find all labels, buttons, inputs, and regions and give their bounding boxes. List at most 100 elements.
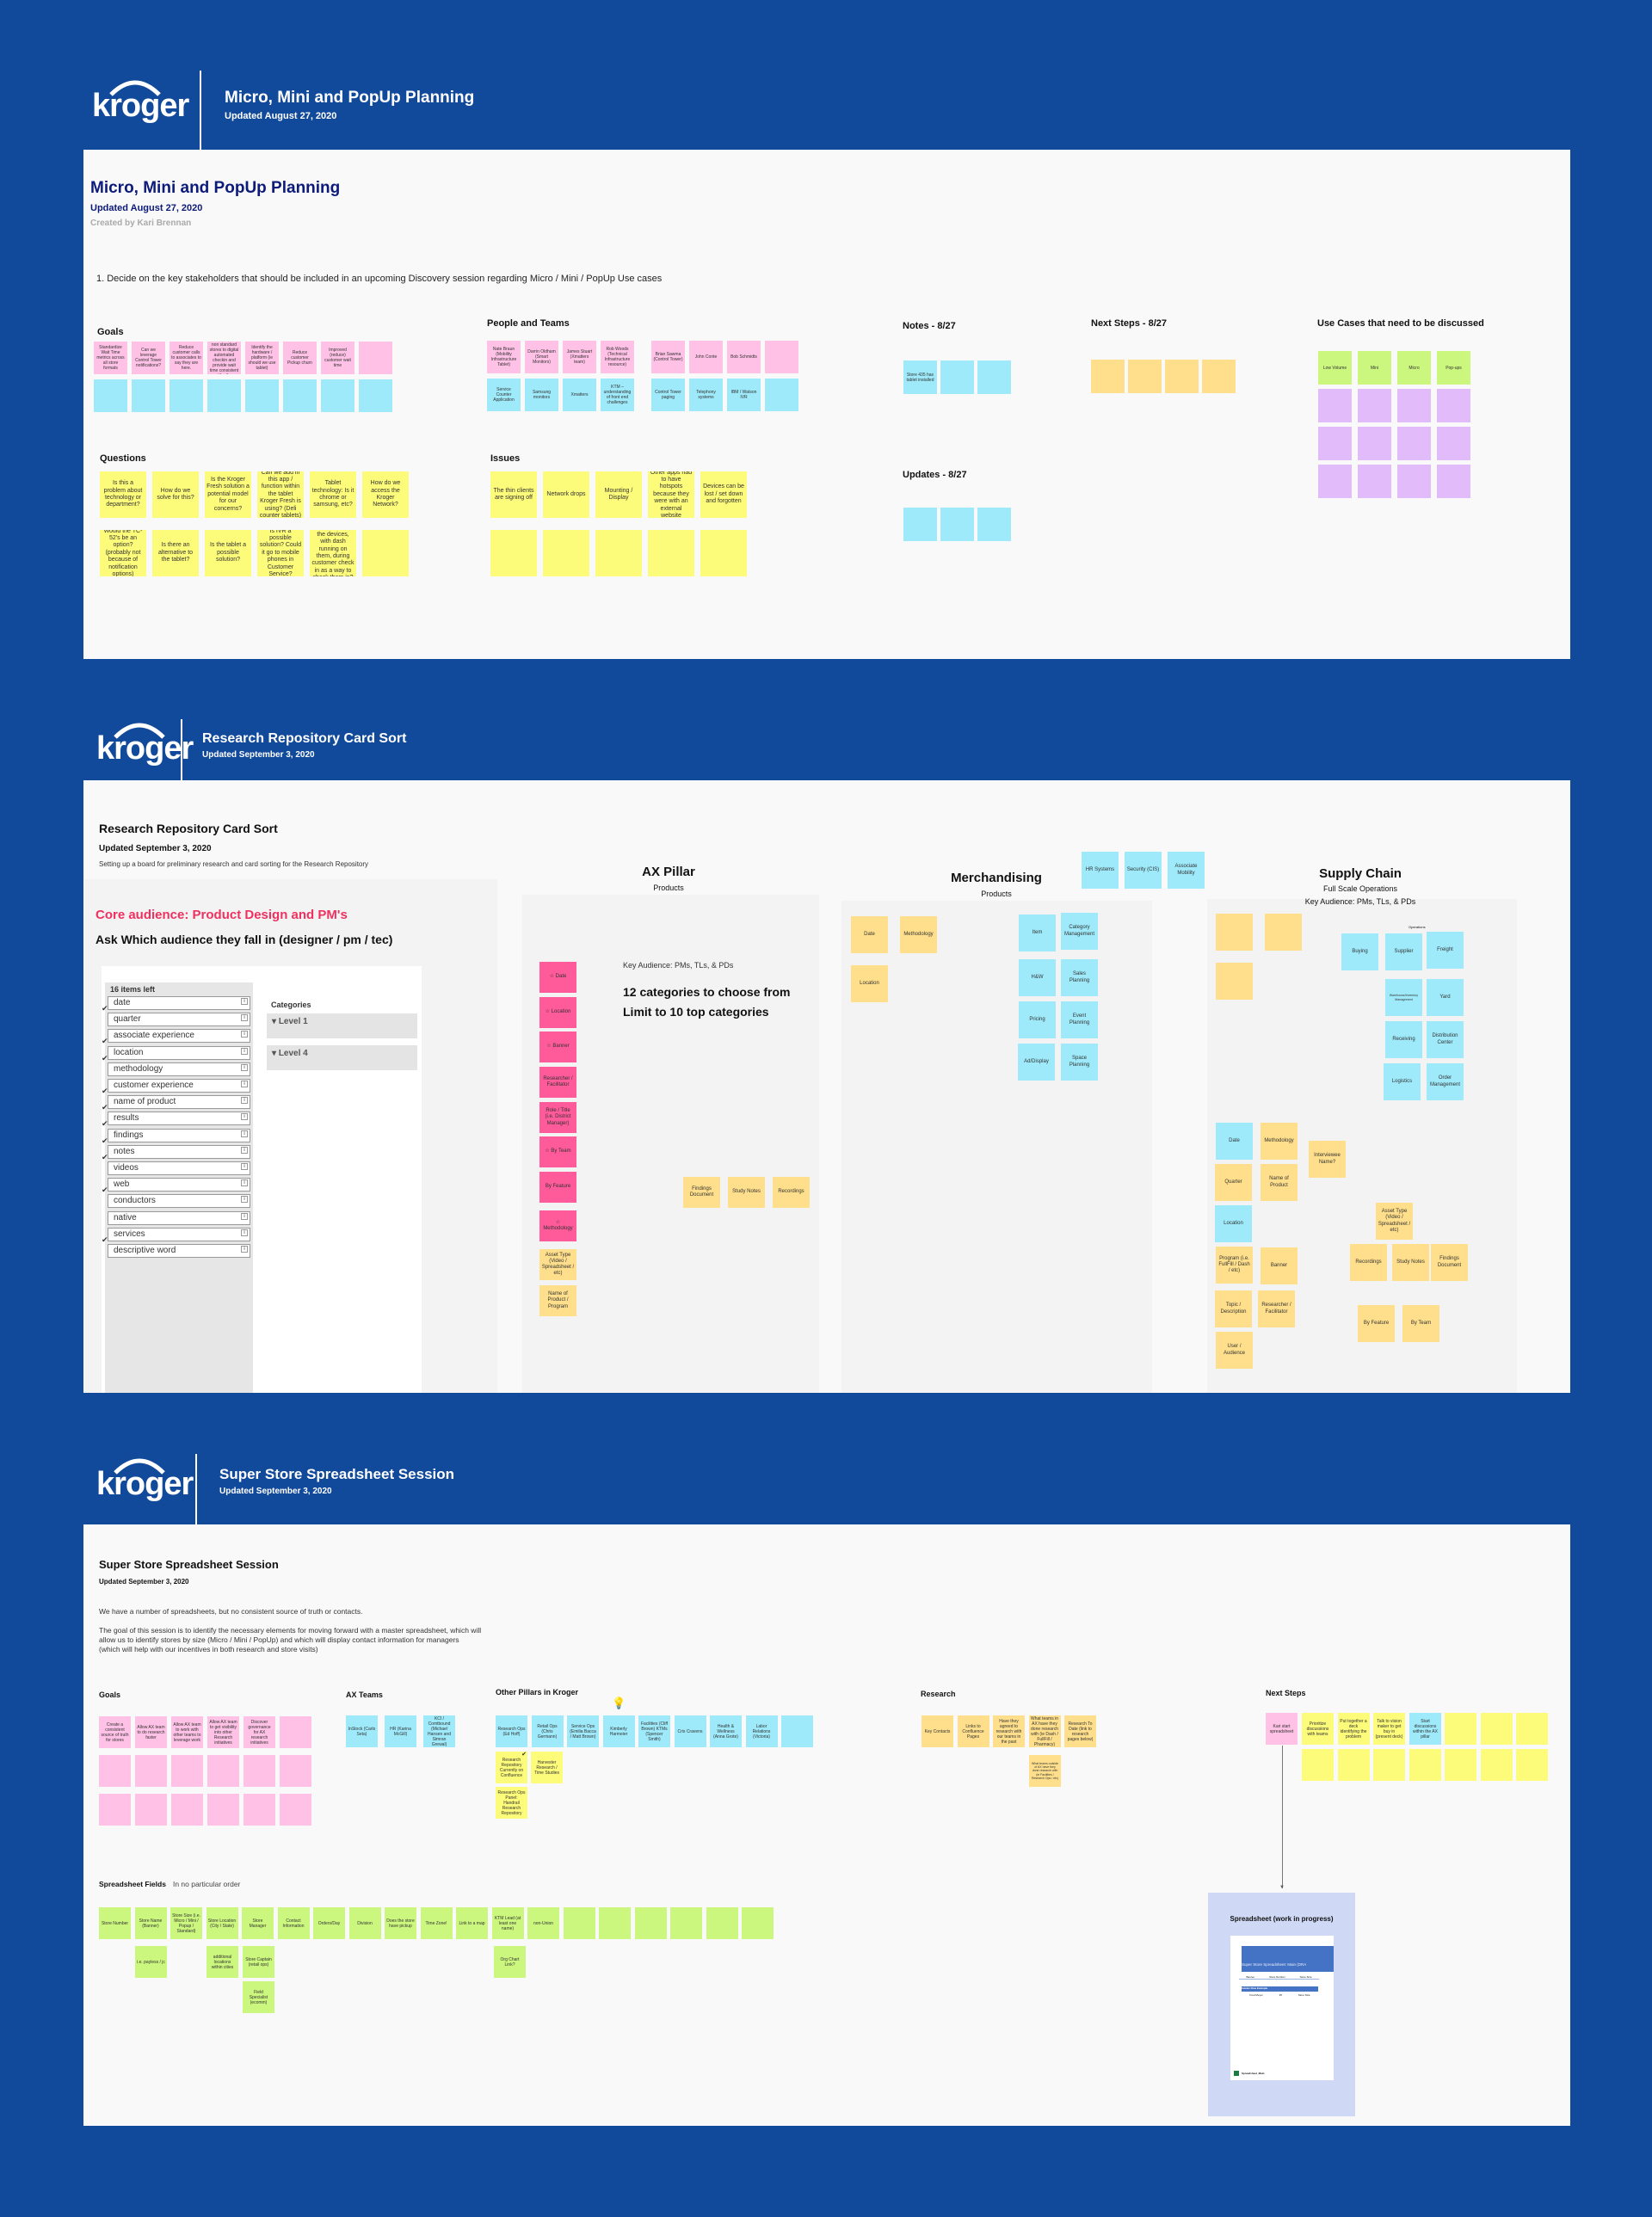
sticky-note[interactable]: [700, 530, 747, 576]
sticky-note[interactable]: non-Union: [527, 1907, 559, 1939]
sticky-note[interactable]: [903, 508, 937, 541]
sticky-note[interactable]: Study Notes: [1392, 1244, 1429, 1281]
sticky-note[interactable]: Tablet technology: Is it chrome or samsu…: [310, 471, 356, 518]
sticky-note[interactable]: [1358, 465, 1391, 498]
card-sort-item[interactable]: findings i ✔: [102, 1128, 250, 1145]
sticky-note[interactable]: [1318, 465, 1352, 498]
card-sort-item[interactable]: notes i ✔: [102, 1144, 250, 1161]
sticky-note[interactable]: Discover governance for AX research init…: [243, 1716, 275, 1748]
sticky-note[interactable]: [599, 1907, 631, 1939]
sticky-note[interactable]: Allow AX team to do research faster: [135, 1716, 167, 1748]
sticky-note[interactable]: User / Audience: [1216, 1332, 1253, 1369]
sticky-note[interactable]: Yard: [1427, 979, 1464, 1016]
sticky-note[interactable]: By Feature: [1358, 1305, 1395, 1342]
card-sort-item[interactable]: methodology i: [108, 1062, 250, 1076]
sticky-note[interactable]: Bob Schmidts: [727, 341, 761, 373]
sticky-note[interactable]: [1437, 465, 1470, 498]
sticky-note[interactable]: [280, 1755, 311, 1787]
sticky-note[interactable]: [765, 341, 798, 373]
sticky-note[interactable]: [170, 379, 203, 412]
sticky-note[interactable]: [1516, 1749, 1548, 1781]
info-icon[interactable]: i: [241, 1229, 248, 1236]
sticky-note[interactable]: Reduce customer calls to associates to s…: [170, 342, 203, 374]
sticky-note[interactable]: Cris Cravens: [674, 1715, 706, 1747]
sticky-note[interactable]: James Stuart (Xmatters team): [563, 341, 596, 373]
card-sort-item[interactable]: conductors i: [108, 1194, 250, 1209]
category-level-4[interactable]: ▾ Level 4: [267, 1045, 417, 1070]
sticky-note[interactable]: [359, 379, 392, 412]
info-icon[interactable]: i: [241, 1179, 248, 1187]
sticky-note[interactable]: Role / Title (i.e. District Manager): [539, 1102, 576, 1133]
sticky-note[interactable]: Allow AX team to work with other teams t…: [171, 1716, 203, 1748]
sticky-note[interactable]: ☆ Banner: [539, 1032, 576, 1062]
sticky-note[interactable]: [940, 360, 974, 394]
sticky-note[interactable]: [940, 508, 974, 541]
sticky-note[interactable]: Warehouse/Inventory Management: [1385, 979, 1422, 1016]
sticky-note[interactable]: [634, 1907, 667, 1939]
sticky-note[interactable]: Brian Sawma (Control Tower): [651, 341, 685, 373]
sticky-note[interactable]: Date: [851, 916, 888, 953]
sticky-note[interactable]: [135, 1794, 167, 1826]
sticky-note[interactable]: [1373, 1749, 1405, 1781]
sticky-note[interactable]: Store Captain (retail ops): [243, 1946, 274, 1978]
sticky-note[interactable]: Findings Document: [1431, 1244, 1468, 1281]
sticky-note[interactable]: [283, 379, 317, 412]
sticky-note[interactable]: Devices can be lost / set down and forgo…: [700, 471, 747, 518]
sticky-note[interactable]: Recordings: [1350, 1244, 1387, 1281]
sticky-note[interactable]: [1358, 427, 1391, 460]
sticky-note[interactable]: [1302, 1749, 1334, 1781]
sticky-note[interactable]: Org Chart Link?: [494, 1946, 526, 1978]
sticky-note[interactable]: Program (i.e. FullFill / Dash / etc): [1216, 1247, 1253, 1284]
sticky-note[interactable]: Samsung monitors: [525, 379, 558, 411]
sticky-note[interactable]: [171, 1794, 203, 1826]
sticky-note[interactable]: Ad/Display: [1018, 1044, 1055, 1081]
sticky-note[interactable]: [670, 1907, 702, 1939]
sticky-note[interactable]: Is the tablet a possible solution?: [205, 530, 251, 576]
sticky-note[interactable]: [99, 1794, 131, 1826]
info-icon[interactable]: i: [241, 1113, 248, 1121]
sticky-note[interactable]: [94, 379, 127, 412]
sticky-note[interactable]: Freight: [1427, 932, 1464, 969]
sticky-note[interactable]: How do we solve for this?: [152, 471, 199, 518]
sticky-note[interactable]: [977, 508, 1011, 541]
sticky-note[interactable]: HR (Karina McGill): [385, 1715, 416, 1747]
sticky-note[interactable]: Field Specialist (ecomm): [243, 1981, 274, 2013]
sticky-note[interactable]: [1397, 389, 1431, 422]
sticky-note[interactable]: [362, 530, 409, 576]
sticky-note[interactable]: ☆ Location: [539, 997, 576, 1028]
sticky-note[interactable]: [207, 1794, 239, 1826]
sticky-note[interactable]: [245, 379, 279, 412]
sticky-note[interactable]: Have they agreed to research with our te…: [993, 1715, 1025, 1747]
sticky-note[interactable]: Harvester Research / Time Studies: [531, 1752, 563, 1783]
sticky-note[interactable]: Kari start spreadsheet: [1266, 1713, 1298, 1745]
sticky-note[interactable]: Space Planning: [1061, 1044, 1098, 1081]
sticky-note[interactable]: [1437, 427, 1470, 460]
info-icon[interactable]: i: [241, 1146, 248, 1154]
sticky-note[interactable]: Nate Braun (Mobility Infrastructure Tabl…: [487, 341, 521, 373]
sticky-note[interactable]: Security (CIS): [1125, 852, 1162, 889]
sticky-note[interactable]: Store Number: [99, 1907, 131, 1939]
spreadsheet-preview[interactable]: Super Store Spreadsheet: Main (DRA Banne…: [1230, 1936, 1334, 2080]
sticky-note[interactable]: [1437, 389, 1470, 422]
sticky-note[interactable]: Findings Document: [683, 1177, 720, 1208]
card-sort-item[interactable]: customer experience i ✔: [102, 1079, 250, 1095]
sticky-note[interactable]: [781, 1715, 813, 1747]
sticky-note[interactable]: Retail Ops (Chris Germann): [531, 1715, 564, 1747]
sticky-note[interactable]: Facilities (Cliff Brown) KTMs (Spencer S…: [638, 1715, 670, 1747]
sticky-note[interactable]: additional locations within cities: [206, 1946, 238, 1978]
sticky-note[interactable]: [207, 1755, 239, 1787]
sticky-note[interactable]: Supplier: [1385, 933, 1422, 970]
info-icon[interactable]: i: [241, 1047, 248, 1055]
sticky-note[interactable]: Service Ops (Emilia Bacca / Matt Brown): [567, 1715, 599, 1747]
sticky-note[interactable]: [1397, 465, 1431, 498]
sticky-note[interactable]: Low Volume: [1318, 351, 1352, 385]
info-icon[interactable]: i: [241, 1212, 248, 1220]
sticky-note[interactable]: Asset Type (Video / Spreadsheet / etc): [539, 1249, 576, 1280]
sticky-note[interactable]: Standardize Wait Time metrics across all…: [94, 342, 127, 374]
card-sort-item[interactable]: associate experience i ✔: [102, 1029, 250, 1045]
card-sort-item[interactable]: web i ✔: [102, 1178, 250, 1194]
sticky-note[interactable]: [1128, 360, 1162, 393]
sticky-note[interactable]: [1265, 914, 1302, 951]
sticky-note[interactable]: Store Manager: [242, 1907, 274, 1939]
sticky-note[interactable]: Interviewee Name?: [1309, 1141, 1346, 1178]
